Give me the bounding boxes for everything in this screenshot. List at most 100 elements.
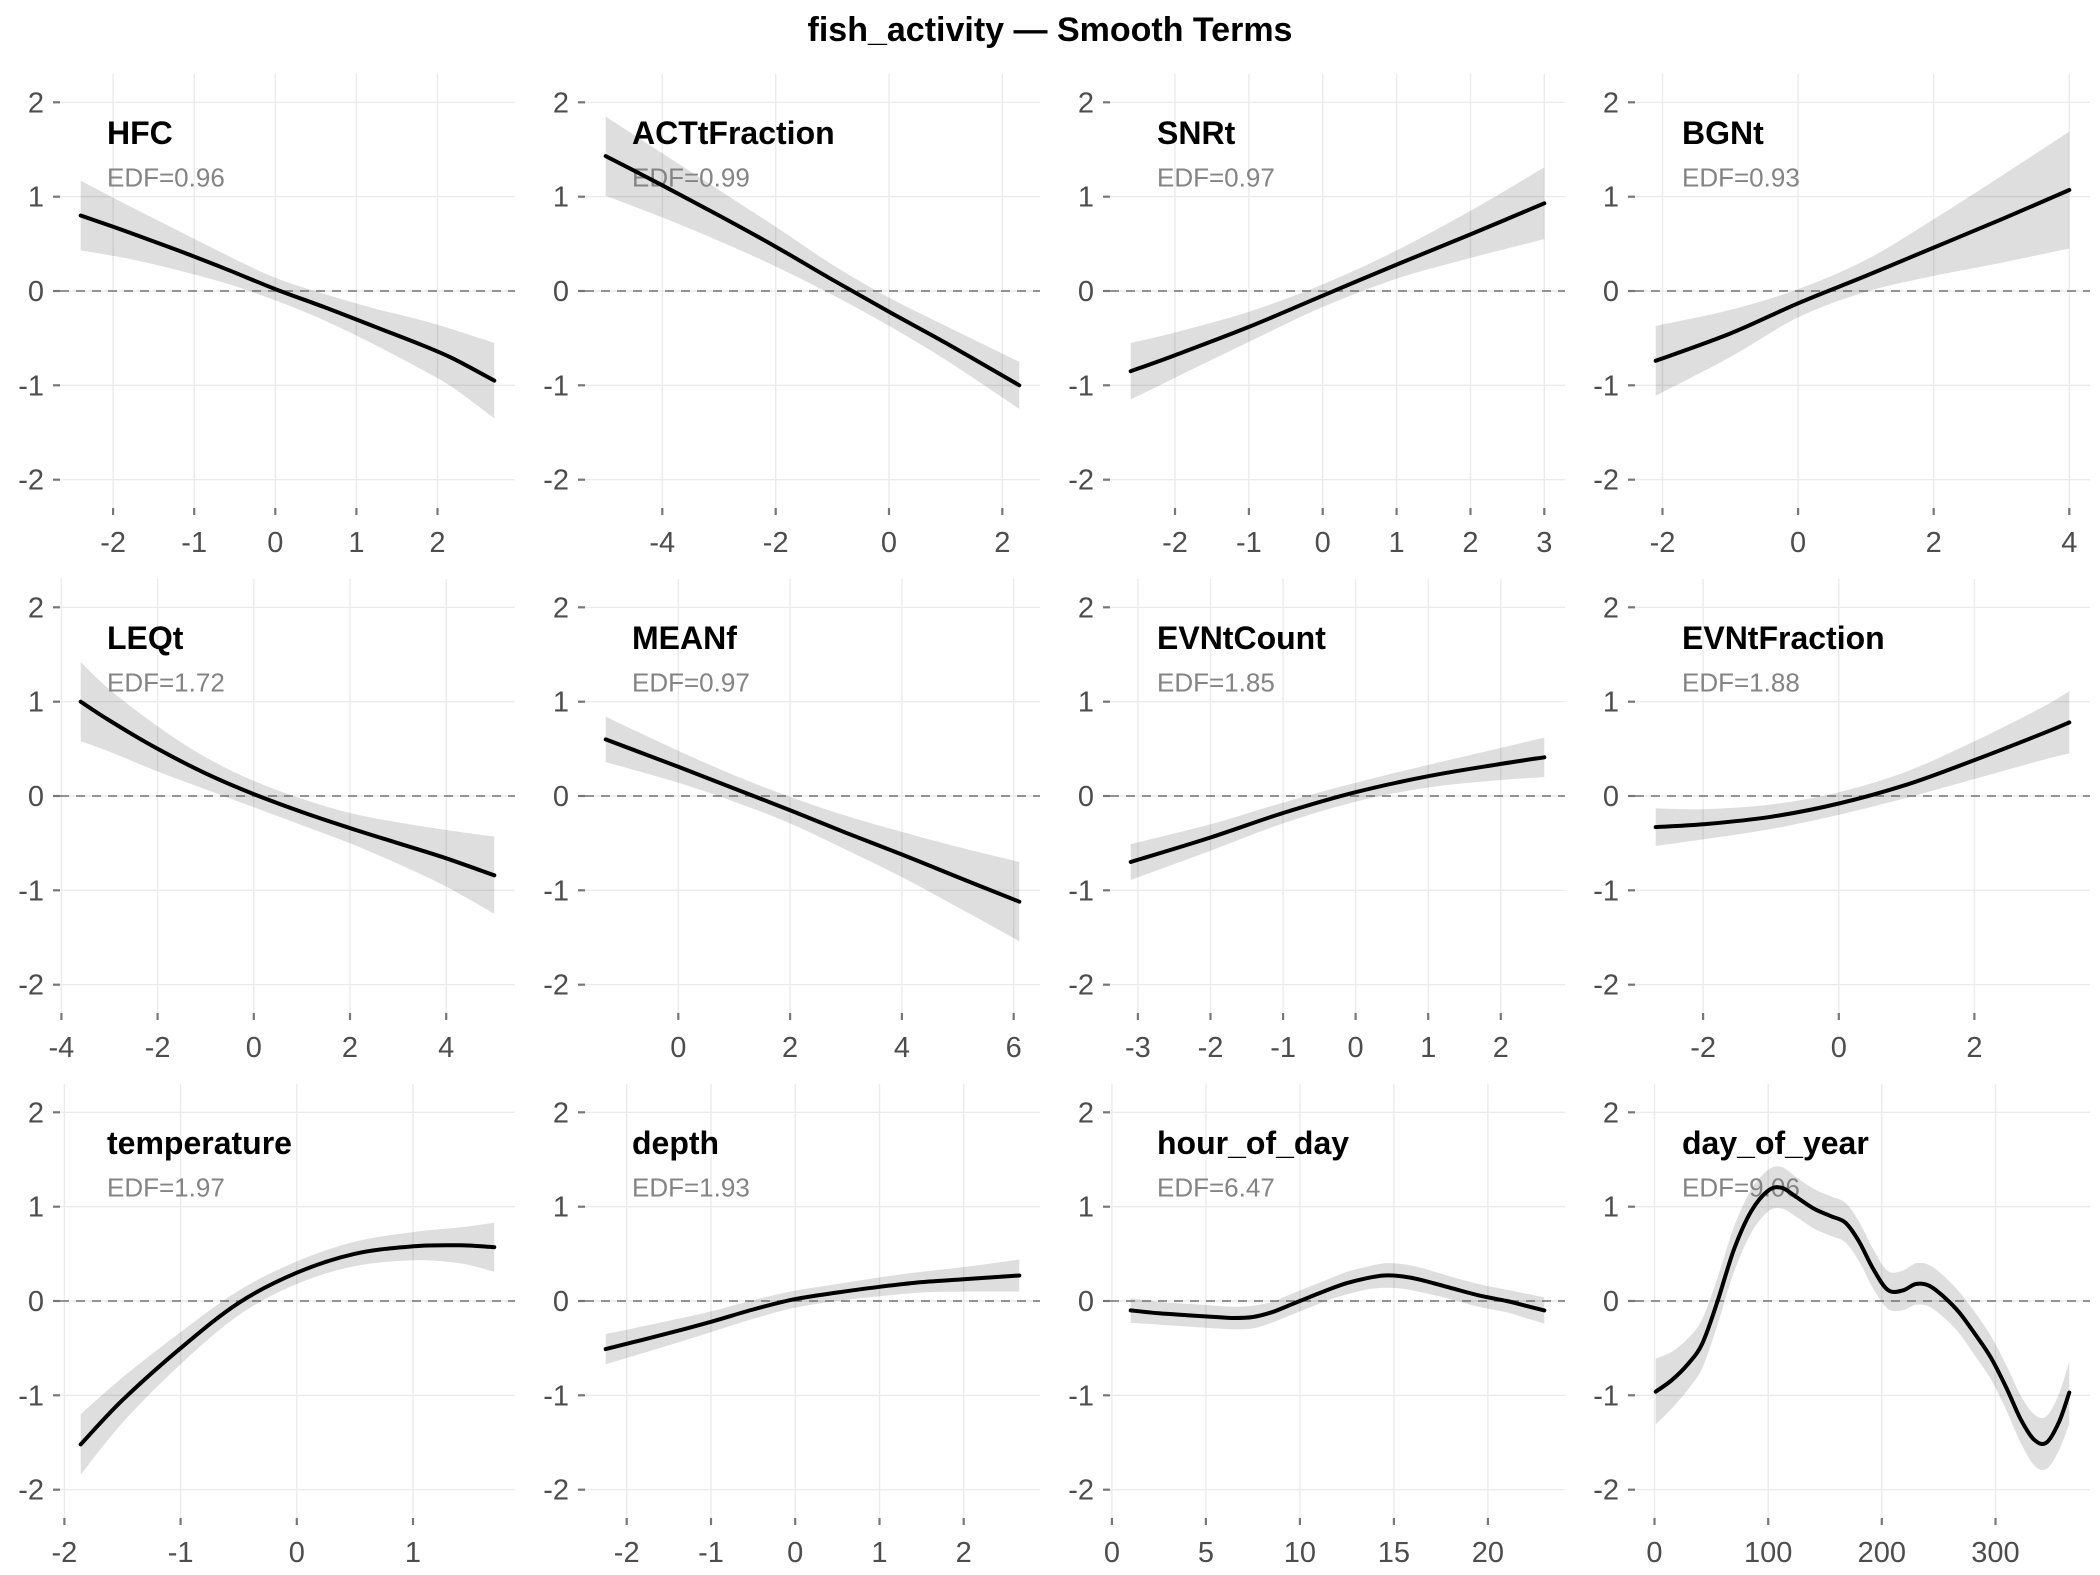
smooth-curve	[603, 1273, 1022, 1352]
x-tick-label: 0	[787, 1537, 803, 1569]
y-tick-label: -2	[18, 1475, 44, 1507]
x-tick-label: 5	[1198, 1537, 1214, 1569]
panel-title: MEANf	[632, 620, 737, 656]
y-tick-label: 2	[28, 592, 44, 624]
smooth-curve	[1653, 720, 2072, 830]
y-tick-label: -1	[543, 370, 569, 402]
ci-band	[605, 716, 1020, 942]
y-tick-label: 1	[1078, 687, 1094, 719]
panel-grid: HFC EDF=0.96 -2 -1 0 1 2 -2 -1 0 1 2 ACTtFraction EDF…	[0, 60, 2100, 1575]
x-tick-label: 1	[1389, 527, 1405, 559]
y-tick-label: -2	[543, 1475, 569, 1507]
y-tick-label: -2	[1068, 1475, 1094, 1507]
x-tick-label: 0	[267, 527, 283, 559]
y-tick-label: -2	[543, 465, 569, 497]
x-tick-label: 0	[246, 1032, 262, 1064]
x-tick-label: 2	[1462, 527, 1478, 559]
x-tick-label: 15	[1378, 1537, 1410, 1569]
ci-band	[1130, 737, 1545, 880]
x-tick-label: -4	[49, 1032, 75, 1064]
x-tick-label: 0	[1315, 527, 1331, 559]
y-tick-label: 2	[1078, 87, 1094, 119]
panel-edf-label: EDF=1.97	[107, 1172, 225, 1202]
y-tick-label: 0	[28, 276, 44, 308]
panel-edf-label: EDF=0.96	[107, 162, 225, 192]
panel-edf-label: EDF=1.72	[107, 667, 225, 697]
x-tick-label: -2	[100, 527, 126, 559]
panel-svg: MEANf EDF=0.97 -2 -1 0 1 2 0 2 4 6	[543, 579, 1040, 1064]
y-tick-label: -1	[543, 875, 569, 907]
x-tick-label: 20	[1472, 1537, 1504, 1569]
x-tick-label: -1	[181, 527, 207, 559]
x-tick-label: 4	[894, 1032, 910, 1064]
panel-svg: BGNt EDF=0.93 -2 -1 0 1 2 -2 0 2 4	[1593, 74, 2090, 559]
chart-title: fish_activity — Smooth Terms	[807, 10, 1293, 49]
x-tick-label: 0	[881, 527, 897, 559]
y-tick-label: -2	[1593, 1475, 1619, 1507]
y-tick-label: 1	[28, 1192, 44, 1224]
smooth-curve	[78, 213, 497, 383]
y-tick-label: 2	[1078, 592, 1094, 624]
panel-day-of-year: day_of_year EDF=9.06 -2 -1 0 1 2 0 100 200 300	[1575, 1070, 2100, 1575]
x-tick-label: 1	[405, 1537, 421, 1569]
x-tick-label: -2	[1690, 1032, 1716, 1064]
x-tick-label: 2	[429, 527, 445, 559]
y-tick-label: -2	[1068, 970, 1094, 1002]
ci-band	[1655, 691, 2070, 846]
y-tick-label: 2	[553, 87, 569, 119]
y-tick-label: -1	[18, 875, 44, 907]
x-tick-label: 0	[1348, 1032, 1364, 1064]
x-tick-label: -2	[763, 527, 789, 559]
y-tick-label: 2	[1603, 87, 1619, 119]
x-tick-label: -2	[1650, 527, 1676, 559]
y-tick-label: 0	[28, 781, 44, 813]
y-tick-label: -1	[1593, 1380, 1619, 1412]
y-tick-label: 1	[553, 1192, 569, 1224]
y-tick-label: 0	[553, 1286, 569, 1318]
y-tick-label: -2	[1068, 465, 1094, 497]
panel-meanf: MEANf EDF=0.97 -2 -1 0 1 2 0 2 4 6	[525, 565, 1050, 1070]
y-tick-label: -1	[1068, 1380, 1094, 1412]
smooth-curve	[603, 737, 1022, 904]
panel-svg: temperature EDF=1.97 -2 -1 0 1 2 -2 -1 0 1	[18, 1084, 515, 1569]
panel-svg: EVNtCount EDF=1.85 -2 -1 0 1 2 -3 -2 -1 0 1 2	[1068, 579, 1565, 1064]
y-tick-label: 1	[1078, 182, 1094, 214]
ci-band	[1655, 131, 2070, 396]
x-tick-label: -1	[1270, 1032, 1296, 1064]
panel-edf-label: EDF=1.85	[1157, 667, 1275, 697]
ci-band	[80, 1222, 495, 1475]
x-tick-label: -1	[698, 1537, 724, 1569]
smooth-curve	[1128, 1273, 1547, 1320]
y-tick-label: 2	[553, 592, 569, 624]
panel-evntfraction: EVNtFraction EDF=1.88 -2 -1 0 1 2 -2 0 2	[1575, 565, 2100, 1070]
panel-depth: depth EDF=1.93 -2 -1 0 1 2 -2 -1 0 1 2	[525, 1070, 1050, 1575]
y-tick-label: -2	[1593, 970, 1619, 1002]
panel-svg: ACTtFraction EDF=0.99 -2 -1 0 1 2 -4 -2 0 2	[543, 74, 1040, 559]
y-tick-label: 1	[1603, 1192, 1619, 1224]
x-tick-label: 2	[1926, 527, 1942, 559]
ci-band	[605, 1259, 1020, 1365]
y-tick-label: 2	[28, 87, 44, 119]
x-tick-label: -3	[1125, 1032, 1151, 1064]
panel-title: day_of_year	[1682, 1125, 1869, 1161]
ci-band	[80, 662, 495, 914]
y-tick-label: -2	[543, 970, 569, 1002]
ci-band	[1130, 167, 1545, 400]
x-tick-label: 200	[1858, 1537, 1906, 1569]
ci-band	[80, 180, 495, 419]
x-tick-label: 3	[1536, 527, 1552, 559]
smooth-curve	[603, 154, 1022, 388]
x-tick-label: -4	[649, 527, 675, 559]
panel-title: EVNtFraction	[1682, 620, 1885, 656]
panel-edf-label: EDF=0.93	[1682, 162, 1800, 192]
y-tick-label: 1	[553, 182, 569, 214]
panel-title: BGNt	[1682, 115, 1764, 151]
x-tick-label: -2	[145, 1032, 171, 1064]
panel-svg: EVNtFraction EDF=1.88 -2 -1 0 1 2 -2 0 2	[1593, 579, 2090, 1064]
y-tick-label: 0	[1078, 1286, 1094, 1318]
x-tick-label: -1	[1236, 527, 1262, 559]
panel-edf-label: EDF=0.97	[632, 667, 750, 697]
x-tick-label: -1	[168, 1537, 194, 1569]
